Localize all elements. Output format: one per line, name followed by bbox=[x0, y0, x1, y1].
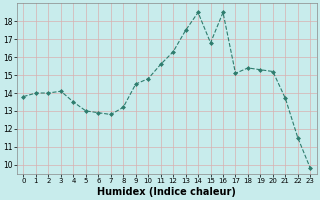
X-axis label: Humidex (Indice chaleur): Humidex (Indice chaleur) bbox=[98, 187, 236, 197]
